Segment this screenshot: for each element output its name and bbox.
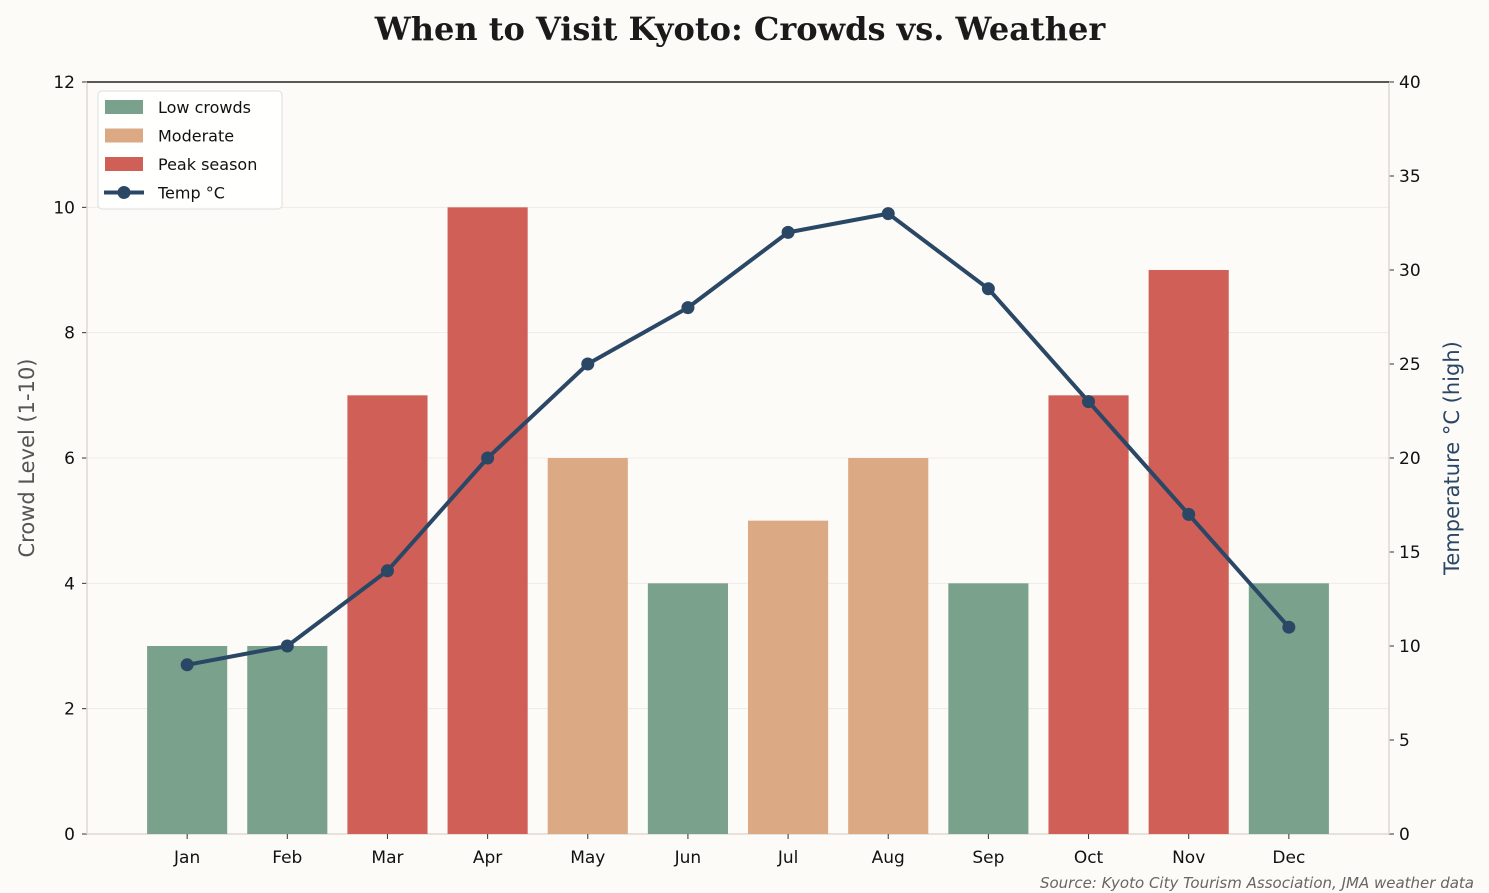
- x-tick-label: Jul: [777, 848, 799, 868]
- y-tick-label: 2: [64, 700, 75, 720]
- temp-point-aug: [881, 207, 895, 221]
- legend-swatch: [105, 100, 143, 114]
- x-tick-label: Dec: [1272, 848, 1305, 868]
- temp-point-apr: [481, 451, 495, 465]
- temp-point-nov: [1182, 507, 1196, 521]
- y2-tick-label: 25: [1399, 355, 1421, 375]
- bar-jul: [748, 520, 829, 834]
- bar-mar: [347, 395, 428, 834]
- temp-point-dec: [1282, 620, 1296, 634]
- y-tick-label: 0: [64, 825, 75, 845]
- source-note: Source: Kyoto City Tourism Association, …: [1040, 874, 1474, 892]
- bar-aug: [848, 458, 929, 834]
- temp-point-oct: [1082, 395, 1096, 409]
- y2-tick-label: 0: [1399, 825, 1410, 845]
- y-tick-label: 4: [64, 574, 75, 594]
- y-tick-label: 10: [53, 198, 75, 218]
- y2-tick-label: 10: [1399, 637, 1421, 657]
- x-tick-label: Jan: [173, 848, 200, 868]
- legend-label: Low crowds: [158, 98, 251, 117]
- y2-axis-label: Temperature °C (high): [1440, 341, 1464, 576]
- plot-area: 0 2 4 6 8 10 12 0 5 10 15 20 25 30 35 40 Jan Feb Mar Apr May…: [53, 73, 1420, 868]
- temp-point-jan: [180, 658, 194, 672]
- temp-point-jul: [781, 225, 795, 239]
- legend-swatch: [105, 128, 143, 143]
- legend-label: Peak season: [158, 155, 257, 174]
- temp-point-mar: [380, 564, 394, 578]
- y2-tick-label: 35: [1399, 167, 1421, 187]
- x-tick-label: Sep: [972, 848, 1004, 868]
- bar-apr: [447, 207, 528, 835]
- temp-point-sep: [981, 282, 995, 296]
- chart-title: When to Visit Kyoto: Crowds vs. Weather: [374, 10, 1107, 48]
- y2-tick-label: 20: [1399, 449, 1421, 469]
- legend-swatch: [105, 157, 143, 171]
- y-axis-label: Crowd Level (1-10): [15, 358, 39, 557]
- bar-sep: [948, 583, 1029, 834]
- x-tick-label: Oct: [1074, 848, 1104, 868]
- y-tick-label: 6: [64, 449, 75, 469]
- y2-tick-label: 40: [1399, 73, 1421, 93]
- y2-tick-label: 15: [1399, 543, 1421, 563]
- x-tick-label: Aug: [872, 848, 905, 868]
- x-tick-label: Nov: [1172, 848, 1205, 868]
- bar-jan: [147, 646, 228, 834]
- bar-nov: [1148, 270, 1229, 834]
- temp-point-jun: [681, 301, 695, 315]
- bar-may: [547, 458, 628, 834]
- y-tick-label: 8: [64, 324, 75, 344]
- y2-tick-label: 30: [1399, 261, 1421, 281]
- legend-box: [97, 90, 283, 210]
- bar-feb: [247, 646, 328, 834]
- x-tick-label: Apr: [473, 848, 502, 868]
- bar-oct: [1048, 395, 1129, 834]
- x-tick-label: Jun: [674, 848, 702, 868]
- x-tick-label: Feb: [272, 848, 302, 868]
- x-tick-label: May: [570, 848, 605, 868]
- temperature-line: [186, 211, 1291, 667]
- temp-point-may: [581, 357, 595, 371]
- x-tick-label: Mar: [371, 848, 403, 868]
- legend-label: Temp °C: [157, 184, 225, 203]
- bar-jun: [647, 583, 728, 834]
- legend-marker: [117, 186, 131, 199]
- legend-label: Moderate: [158, 127, 234, 146]
- y-tick-label: 12: [53, 73, 75, 93]
- temp-point-feb: [280, 639, 294, 653]
- y2-tick-label: 5: [1399, 731, 1410, 751]
- legend: Low crowds Moderate Peak season Temp °C: [97, 90, 283, 210]
